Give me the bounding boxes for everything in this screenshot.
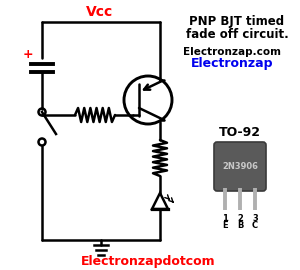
Text: 1: 1 <box>222 214 228 223</box>
Text: Vcc: Vcc <box>86 5 114 19</box>
Text: B: B <box>237 221 243 230</box>
Text: 3: 3 <box>252 214 258 223</box>
Text: TO-92: TO-92 <box>219 126 261 139</box>
Text: 2N3906: 2N3906 <box>222 162 258 171</box>
Text: Electronzap.com: Electronzap.com <box>183 47 281 57</box>
Text: fade off circuit.: fade off circuit. <box>186 28 288 40</box>
Text: Electronzap: Electronzap <box>191 58 273 70</box>
Text: +: + <box>23 48 33 60</box>
Text: 2: 2 <box>237 214 243 223</box>
Text: E: E <box>222 221 228 230</box>
FancyBboxPatch shape <box>214 142 266 191</box>
Text: C: C <box>252 221 258 230</box>
Text: PNP BJT timed: PNP BJT timed <box>189 15 285 29</box>
Text: Electronzapdotcom: Electronzapdotcom <box>81 255 215 268</box>
